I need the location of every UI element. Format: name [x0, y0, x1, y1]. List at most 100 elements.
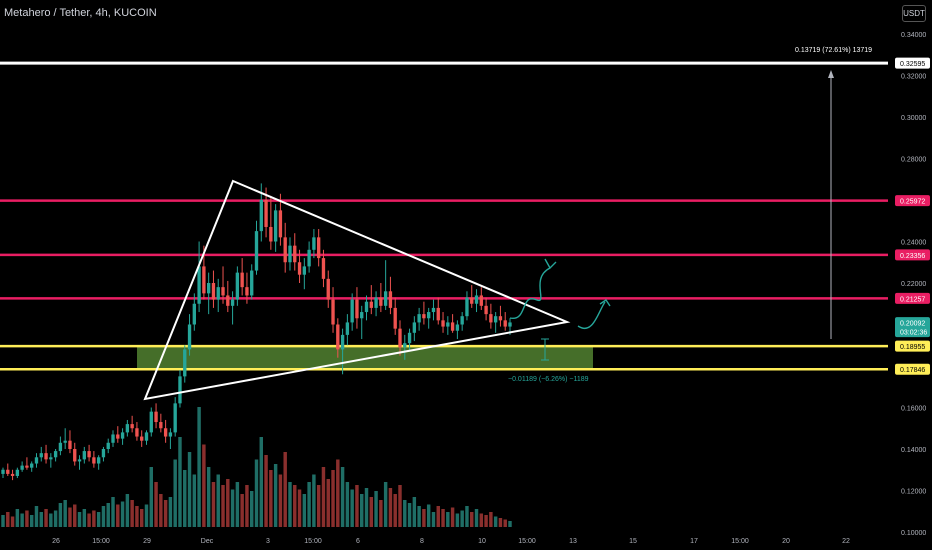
- support-zone: [137, 346, 593, 370]
- candle-body: [364, 301, 369, 313]
- price-tick: 0.14000: [901, 447, 926, 454]
- candle-body: [283, 237, 287, 263]
- candle-body: [417, 314, 421, 323]
- candle-body: [163, 428, 168, 437]
- volume-bar: [87, 513, 91, 527]
- candle-body: [465, 297, 469, 317]
- candle-body: [96, 457, 101, 464]
- candle-body: [450, 322, 455, 331]
- candle-body: [393, 307, 397, 329]
- volume-bar: [159, 494, 163, 527]
- candle-body: [111, 434, 115, 443]
- price-tick: 0.30000: [901, 115, 926, 122]
- candle-body: [10, 473, 15, 476]
- volume-bar: [321, 467, 326, 527]
- volume-bar: [278, 474, 283, 527]
- candle-body: [422, 314, 426, 319]
- candle-body: [350, 299, 354, 323]
- time-tick: 20: [782, 538, 790, 545]
- volume-bar: [111, 497, 115, 527]
- volume-bar: [116, 504, 120, 527]
- candle-body: [307, 249, 311, 267]
- triangle-pattern: [143, 179, 571, 401]
- support-zone-box: [137, 346, 593, 370]
- volume-bar: [360, 494, 364, 527]
- volume-bar: [422, 509, 426, 527]
- drawings: 0.13719 (72.61%) 13719 −0.01189 (−6.26%) …: [143, 47, 872, 401]
- candle-body: [345, 322, 350, 335]
- volume-bar: [388, 488, 393, 527]
- candle-body: [173, 403, 177, 433]
- candle-body: [321, 258, 326, 279]
- candlesticks: [1, 183, 512, 481]
- volume-bar: [154, 482, 158, 527]
- volume-bar: [350, 489, 354, 527]
- volume-bar: [431, 512, 436, 527]
- candle-body: [154, 411, 158, 423]
- candle-body: [446, 322, 450, 327]
- volume-bars: [1, 407, 512, 527]
- candle-body: [221, 287, 225, 296]
- price-tick: 0.24000: [901, 240, 926, 247]
- candle-body: [168, 432, 173, 437]
- candle-body: [336, 324, 340, 350]
- measure-down-label: −0.01189 (−6.26%) −1189: [508, 376, 589, 383]
- volume-bar: [355, 485, 359, 527]
- currency-button[interactable]: USDT: [902, 5, 926, 22]
- volume-bar: [240, 494, 244, 527]
- volume-bar: [264, 455, 268, 527]
- time-tick: 15:00: [518, 538, 536, 545]
- volume-bar: [226, 479, 230, 527]
- candle-body: [106, 442, 110, 449]
- level-label-0.23356-bg: [895, 249, 930, 261]
- candle-body: [288, 245, 292, 263]
- price-tick: 0.28000: [901, 157, 926, 164]
- candle-body: [388, 291, 393, 308]
- volume-bar: [369, 497, 374, 527]
- time-tick: Dec: [201, 538, 214, 545]
- volume-bar: [68, 507, 72, 527]
- candle-body: [293, 245, 297, 263]
- time-tick: 29: [143, 538, 151, 545]
- volume-bar: [326, 479, 330, 527]
- time-tick: 10: [478, 538, 486, 545]
- volume-bar: [383, 482, 388, 527]
- volume-bar: [307, 482, 311, 527]
- candle-body: [326, 278, 330, 300]
- candle-body: [273, 210, 278, 242]
- volume-bar: [273, 464, 278, 527]
- volume-bar: [316, 485, 321, 527]
- price-tick: 0.32000: [901, 74, 926, 81]
- time-tick: 15: [629, 538, 637, 545]
- volume-bar: [82, 509, 87, 527]
- volume-bar: [297, 489, 302, 527]
- candle-body: [6, 469, 10, 474]
- candle-body: [135, 428, 139, 437]
- volume-bar: [398, 485, 402, 527]
- candle-body: [87, 451, 91, 458]
- volume-bar: [288, 482, 292, 527]
- candle-body: [63, 440, 67, 443]
- volume-bar: [470, 512, 474, 527]
- projection-arrowhead: [544, 258, 557, 270]
- volume-bar: [211, 482, 216, 527]
- candle-body: [25, 465, 29, 468]
- candle-body: [82, 451, 86, 460]
- volume-bar: [254, 459, 259, 527]
- candle-body: [178, 376, 182, 404]
- time-tick: 26: [52, 538, 60, 545]
- symbol-header: Metahero / Tether, 4h, KUCOIN: [4, 7, 157, 19]
- candle-body: [493, 316, 498, 323]
- volume-bar: [77, 512, 82, 527]
- volume-bar: [393, 494, 397, 527]
- volume-bar: [245, 485, 249, 527]
- candle-body: [58, 442, 63, 452]
- volume-bar: [34, 506, 39, 527]
- projection-arrow-up: [509, 267, 551, 319]
- candle-body: [125, 424, 130, 433]
- volume-bar: [1, 515, 5, 527]
- volume-bar: [49, 513, 53, 527]
- candle-body: [460, 316, 464, 325]
- candle-body: [192, 303, 196, 325]
